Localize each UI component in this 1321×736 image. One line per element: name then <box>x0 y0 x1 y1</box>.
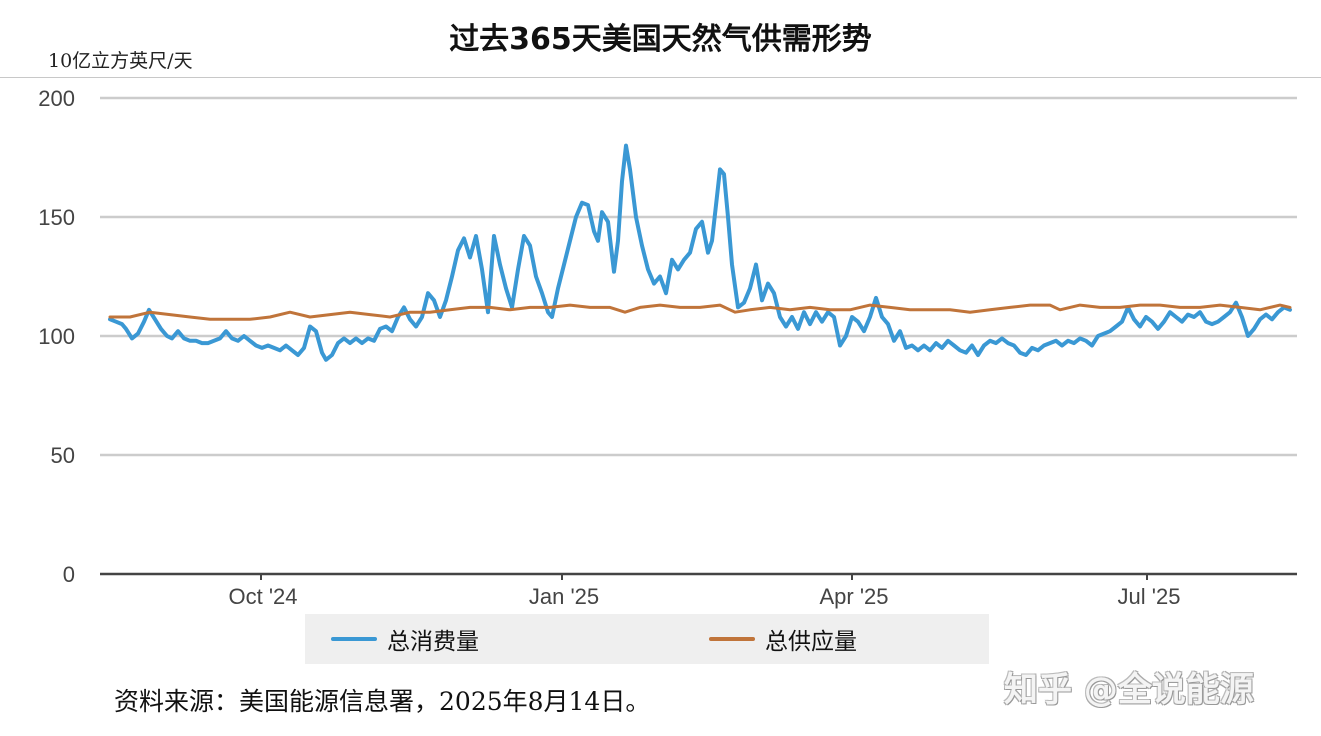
header-divider <box>0 77 1321 78</box>
legend-item-supply: 总供应量 <box>709 614 857 664</box>
legend-item-consumption: 总消费量 <box>331 614 479 664</box>
y-tick-label: 200 <box>38 86 75 111</box>
supply-line <box>108 303 1292 321</box>
legend-label-supply: 总供应量 <box>765 629 857 655</box>
chart-title: 过去365天美国天然气供需形势 <box>449 22 872 57</box>
x-axis: Oct '24 Jan '25 Apr '25 Jul '25 <box>100 572 1297 609</box>
x-tick-label: Apr '25 <box>819 584 888 609</box>
y-tick-label: 100 <box>38 324 75 349</box>
x-tick-label: Jul '25 <box>1118 584 1181 609</box>
watermark: 知乎 @全说能源 <box>1004 670 1254 710</box>
y-tick-label: 50 <box>51 443 75 468</box>
y-tick-label: 150 <box>38 205 75 230</box>
y-axis-ticks: 0 50 100 150 200 <box>38 86 75 587</box>
x-tick-label: Jan '25 <box>529 584 599 609</box>
legend-swatch-consumption <box>331 637 377 641</box>
x-tick-label: Oct '24 <box>228 584 297 609</box>
legend-label-consumption: 总消费量 <box>387 629 479 655</box>
y-axis-unit-label: 10亿立方英尺/天 <box>48 50 193 72</box>
gridlines <box>100 96 1297 457</box>
chart-legend: 总消费量 总供应量 <box>305 614 989 664</box>
source-note: 资料来源：美国能源信息署，2025年8月14日。 <box>114 687 651 716</box>
consumption-line <box>108 143 1292 362</box>
y-tick-label: 0 <box>63 562 75 587</box>
legend-swatch-supply <box>709 637 755 641</box>
data-series <box>108 143 1292 362</box>
